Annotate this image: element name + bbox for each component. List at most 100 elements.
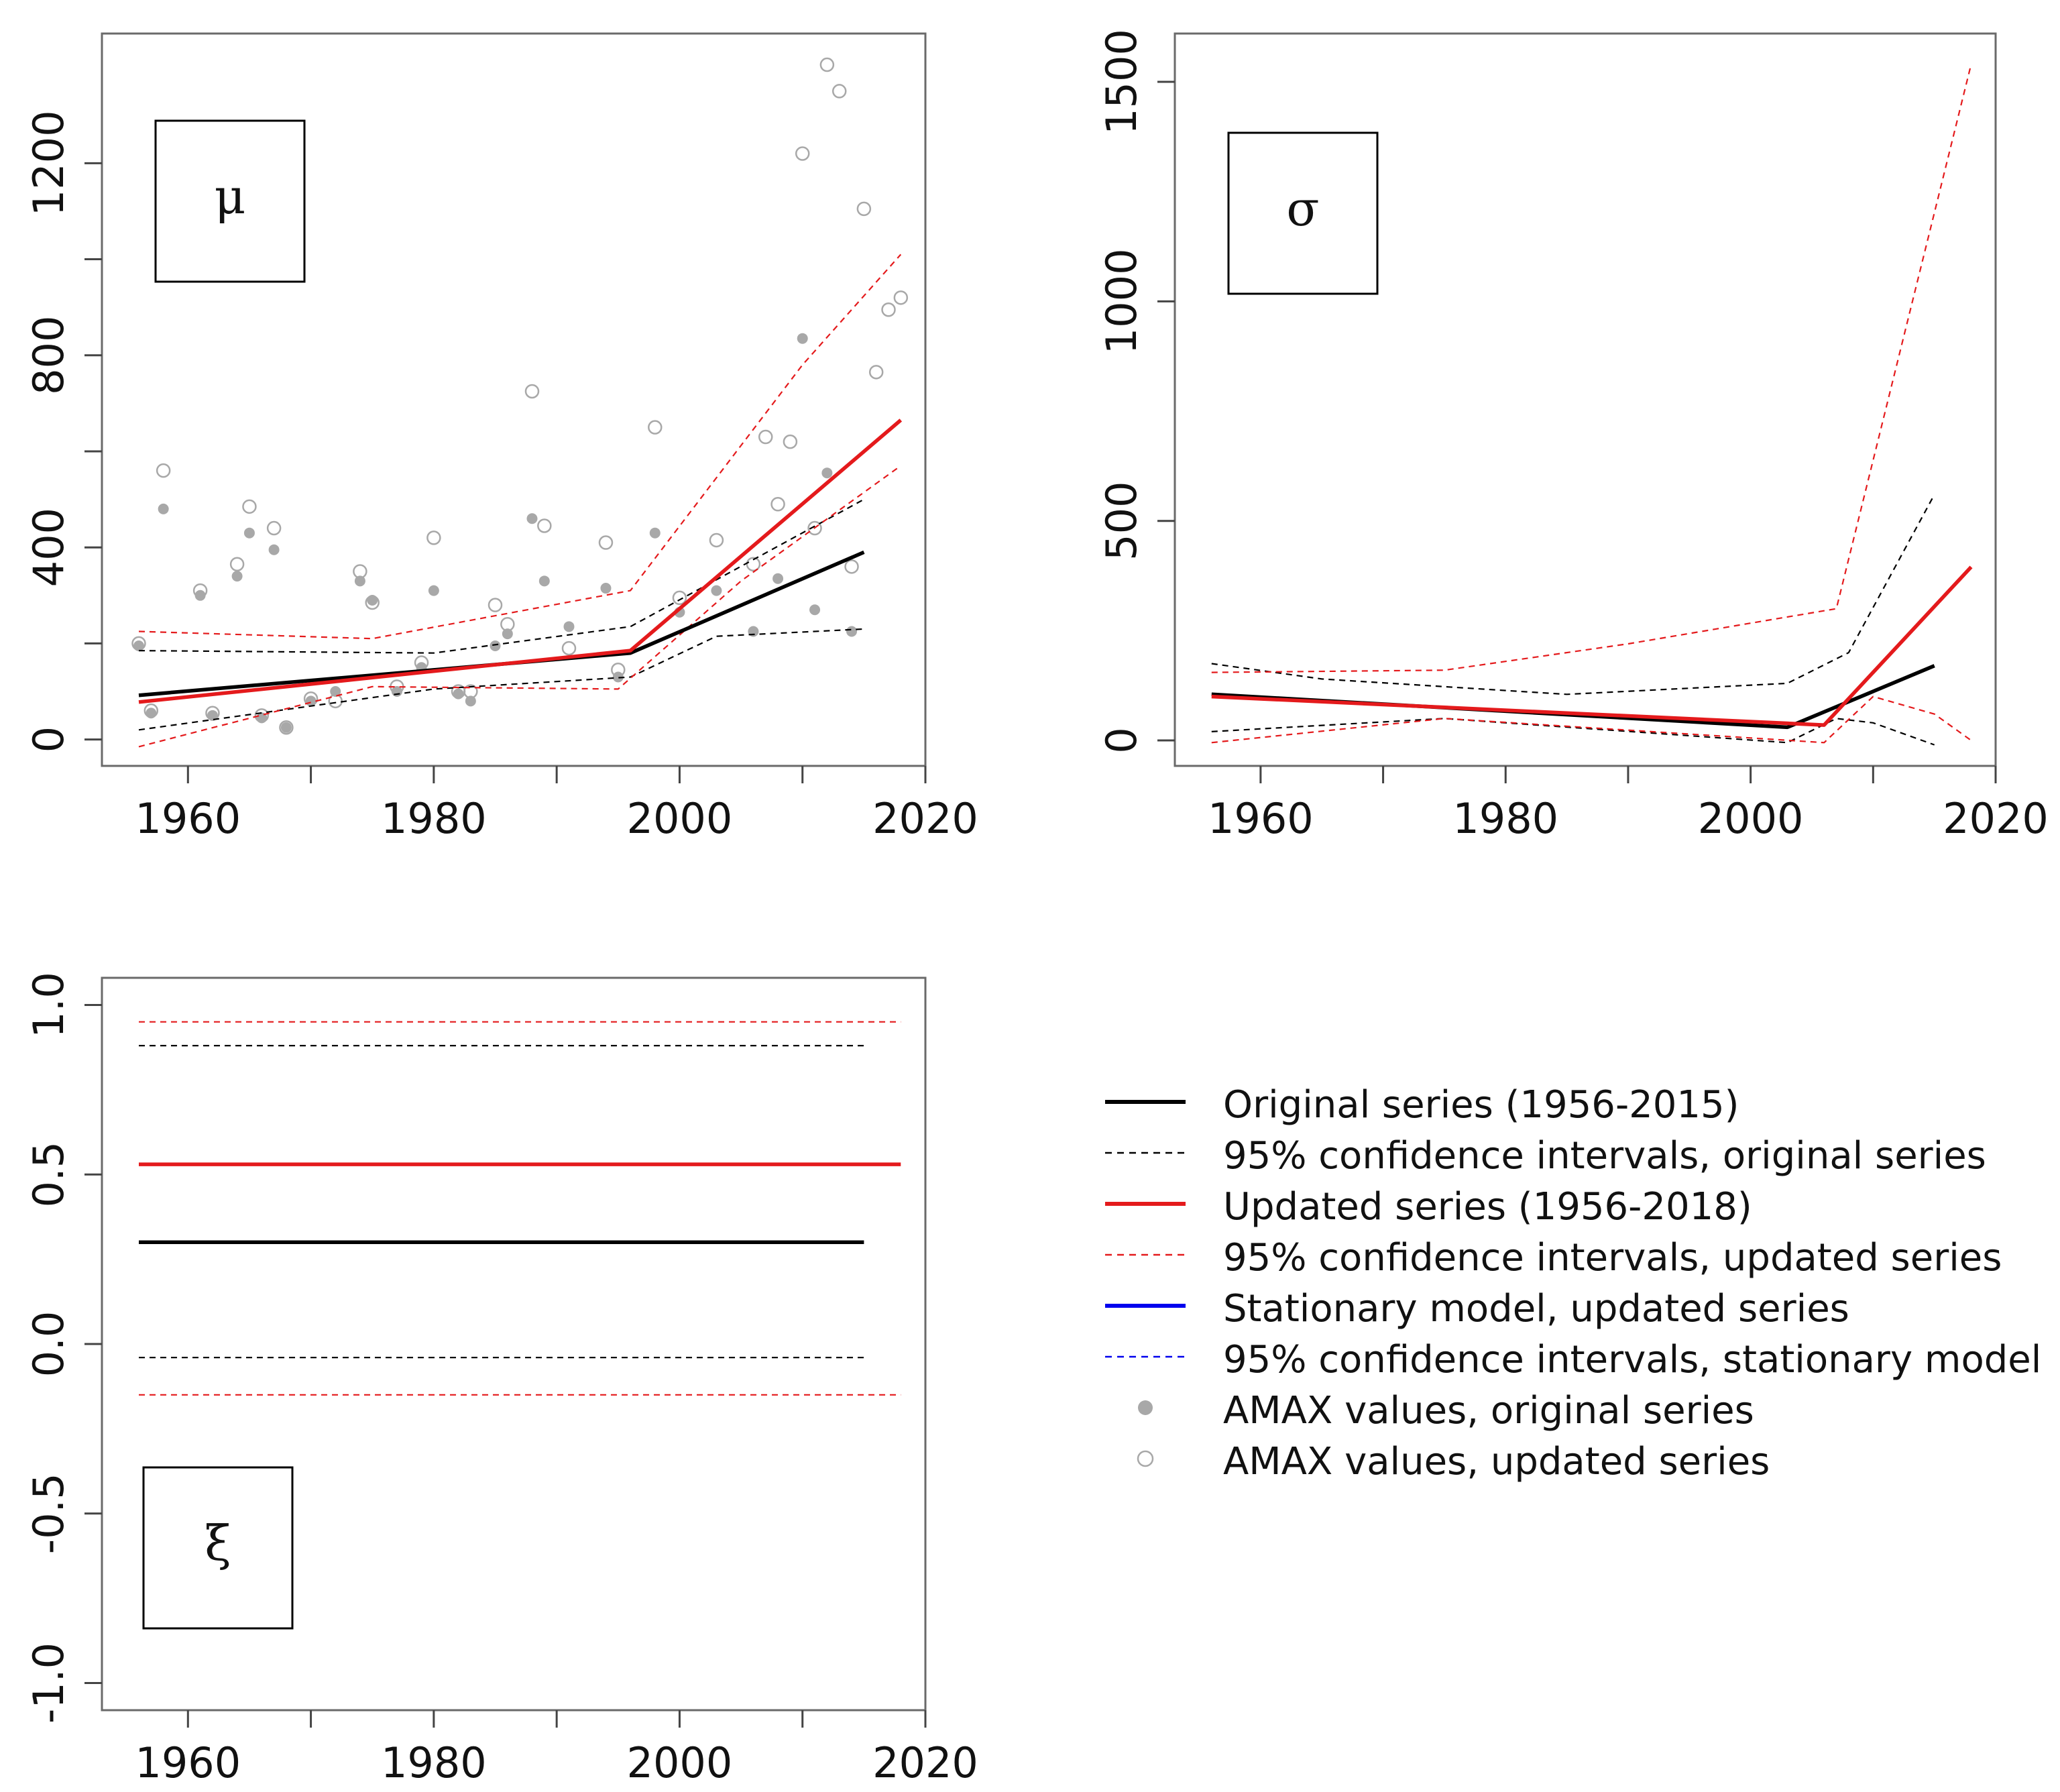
y-tick-label: 0 — [1097, 727, 1146, 753]
series-original-series-1956-2015 — [138, 550, 865, 697]
amax-updated-point — [488, 598, 503, 612]
legend-swatch — [1137, 1450, 1154, 1467]
amax-original-point — [612, 671, 624, 683]
series-updated-series-1956-2018 — [138, 418, 903, 704]
x-tick-label: 2020 — [872, 1738, 978, 1787]
panel-sigma: 1960 1980 2000 2020 0 500 1000 1500 σ — [1097, 29, 2049, 843]
legend-label: Stationary model, updated series — [1223, 1287, 1849, 1331]
amax-original-point — [133, 640, 144, 651]
amax-original-point — [490, 640, 501, 651]
amax-original-point — [797, 333, 808, 344]
amax-original-point — [821, 467, 833, 479]
amax-original-point — [207, 710, 218, 721]
amax-updated-point — [598, 535, 614, 550]
amax-updated-point — [807, 520, 822, 536]
amax-original-point — [526, 513, 538, 524]
legend-item-stationary-ci: 95% confidence intervals, stationary mod… — [1105, 1338, 2041, 1382]
plot-marks — [131, 57, 909, 748]
panel-mu: 1960 1980 2000 2020 0 400 800 1200 μ — [24, 32, 978, 843]
parameter-label: σ — [1286, 180, 1319, 237]
amax-updated-point — [868, 365, 884, 380]
y-tick-label: 1500 — [1097, 29, 1146, 135]
x-tick-label: 1980 — [1452, 794, 1558, 843]
amax-original-point — [231, 571, 243, 582]
amax-original-point — [268, 544, 280, 555]
y-tick-label: -1.0 — [24, 1642, 73, 1724]
y-tick-label: 0 — [24, 726, 73, 752]
amax-original-point — [158, 503, 169, 514]
amax-updated-point — [648, 420, 663, 435]
x-axis: 1960 1980 2000 2020 — [135, 1710, 978, 1787]
amax-updated-point — [266, 520, 282, 536]
amax-updated-point — [881, 302, 896, 317]
plot-marks — [1211, 64, 1973, 746]
legend-label: AMAX values, updated series — [1223, 1440, 1770, 1483]
amax-updated-point — [156, 463, 171, 478]
amax-original-point — [354, 575, 365, 587]
y-tick-label: 1000 — [1097, 248, 1146, 354]
amax-original-point — [563, 621, 575, 632]
legend-item-stationary-model: Stationary model, updated series — [1105, 1287, 1849, 1331]
amax-original-point — [367, 594, 378, 606]
parameter-label-box: μ — [154, 119, 306, 283]
panel-xi: 1960 1980 2000 2020 -1.0 -0.5 0.0 0.5 1.0 ξ — [24, 972, 978, 1787]
parameter-label: μ — [215, 168, 246, 225]
x-tick-label: 1960 — [135, 794, 241, 843]
x-tick-label: 1960 — [1208, 794, 1314, 843]
amax-original-point — [330, 686, 341, 697]
x-tick-label: 2000 — [1698, 794, 1804, 843]
amax-updated-point — [561, 640, 577, 656]
legend-label: AMAX values, original series — [1223, 1389, 1754, 1433]
amax-original-point — [465, 695, 476, 707]
amax-original-point — [846, 626, 858, 637]
amax-original-point — [711, 585, 722, 596]
legend-label: Updated series (1956-2018) — [1223, 1185, 1752, 1229]
legend-swatch — [1138, 1400, 1153, 1415]
amax-updated-point — [758, 429, 773, 445]
x-tick-label: 1980 — [381, 1738, 487, 1787]
amax-original-point — [243, 527, 255, 539]
plot-frame — [101, 32, 927, 767]
legend-item-amax-original: AMAX values, original series — [1138, 1389, 1754, 1433]
parameter-label: ξ — [205, 1515, 231, 1571]
amax-original-point — [256, 712, 268, 724]
amax-updated-point — [893, 290, 909, 305]
amax-original-point — [502, 628, 513, 640]
x-axis: 1960 1980 2000 2020 — [135, 766, 978, 843]
amax-updated-point — [426, 530, 441, 545]
legend-item-updated-ci: 95% confidence intervals, updated series — [1105, 1236, 2002, 1280]
amax-updated-point — [856, 201, 872, 217]
series-95-ci-original-upper — [1211, 494, 1935, 695]
amax-updated-point — [709, 533, 724, 548]
plot-frame — [1174, 32, 1997, 767]
amax-updated-point — [795, 146, 810, 161]
x-tick-label: 1960 — [135, 1738, 241, 1787]
amax-original-point — [772, 573, 784, 584]
amax-original-point — [649, 527, 661, 539]
amax-updated-point — [242, 499, 257, 514]
y-tick-label: 0.0 — [24, 1311, 73, 1378]
x-tick-label: 1980 — [381, 794, 487, 843]
amax-updated-point — [746, 557, 761, 572]
y-axis: 0 400 800 1200 — [24, 110, 102, 752]
y-axis: -1.0 -0.5 0.0 0.5 1.0 — [24, 972, 102, 1724]
y-tick-label: 1.0 — [24, 972, 73, 1038]
x-axis: 1960 1980 2000 2020 — [1208, 766, 2049, 843]
amax-updated-point — [819, 57, 835, 72]
amax-updated-point — [832, 84, 847, 99]
series-95-ci-original-lower — [1211, 718, 1935, 746]
legend-item-original-series: Original series (1956-2015) — [1105, 1083, 1739, 1127]
amax-original-point — [453, 688, 464, 699]
amax-updated-point — [844, 559, 859, 574]
x-tick-label: 2020 — [1943, 794, 2049, 843]
amax-original-point — [538, 575, 550, 587]
legend-item-updated-series: Updated series (1956-2018) — [1105, 1185, 1752, 1229]
series-95-ci-updated-lower — [1211, 695, 1972, 744]
series-95-ci-original-upper — [138, 498, 864, 654]
y-tick-label: 500 — [1097, 482, 1146, 561]
amax-updated-point — [229, 557, 245, 572]
series-95-ci-updated-upper — [1211, 64, 1972, 673]
y-tick-label: 800 — [24, 316, 73, 395]
amax-original-point — [146, 708, 157, 719]
